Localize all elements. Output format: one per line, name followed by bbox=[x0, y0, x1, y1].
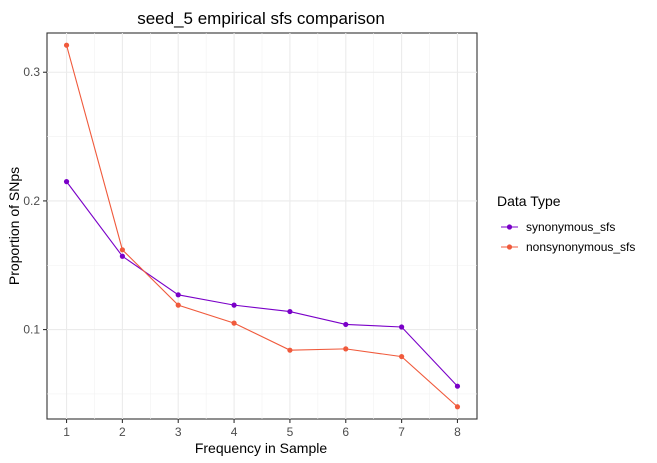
grid bbox=[47, 33, 477, 419]
data-point-synonymous-sfs bbox=[231, 302, 237, 308]
data-point-synonymous-sfs bbox=[343, 321, 349, 328]
x-axis: 1 2 3 4 5 6 7 8 bbox=[63, 419, 461, 439]
x-tick-label: 5 bbox=[287, 425, 294, 439]
x-tick-label: 2 bbox=[119, 425, 126, 439]
legend: Data Type synonymous_sfs nonsynonymous_sf… bbox=[497, 193, 635, 254]
series-line-synonymous-sfs bbox=[66, 181, 458, 387]
data-point-synonymous-sfs bbox=[287, 308, 293, 315]
y-tick-label: 0.3 bbox=[23, 65, 40, 79]
data-point-synonymous-sfs bbox=[399, 324, 405, 330]
y-axis: 0.1 0.2 0.3 bbox=[23, 65, 47, 337]
series-layer bbox=[63, 42, 461, 410]
y-tick-label: 0.2 bbox=[23, 194, 40, 208]
data-point-synonymous-sfs bbox=[63, 179, 70, 185]
y-axis-title: Proportion of SNps bbox=[6, 167, 22, 285]
x-tick-label: 7 bbox=[398, 425, 405, 439]
data-point-nonsynonymous-sfs bbox=[175, 302, 181, 308]
data-point-nonsynonymous-sfs bbox=[343, 346, 349, 352]
x-tick-label: 3 bbox=[175, 425, 182, 439]
series-line-nonsynonymous-sfs bbox=[66, 45, 458, 408]
x-tick-label: 4 bbox=[231, 425, 238, 439]
data-point-nonsynonymous-sfs bbox=[399, 353, 405, 360]
chart-title: seed_5 empirical sfs comparison bbox=[137, 9, 385, 28]
x-axis-title: Frequency in Sample bbox=[195, 440, 328, 456]
legend-title: Data Type bbox=[497, 193, 561, 209]
legend-label-synonymous-sfs: synonymous_sfs bbox=[526, 220, 615, 234]
data-point-nonsynonymous-sfs bbox=[63, 42, 70, 48]
x-tick-label: 1 bbox=[63, 425, 70, 439]
data-point-synonymous-sfs bbox=[175, 292, 181, 298]
data-point-nonsynonymous-sfs bbox=[119, 247, 125, 253]
data-point-nonsynonymous-sfs bbox=[287, 347, 293, 353]
y-tick-label: 0.1 bbox=[23, 323, 40, 337]
data-point-nonsynonymous-sfs bbox=[231, 320, 237, 326]
legend-key-point-nonsynonymous-sfs bbox=[506, 244, 513, 250]
x-tick-label: 6 bbox=[342, 425, 349, 439]
x-tick-label: 8 bbox=[454, 425, 461, 439]
data-point-nonsynonymous-sfs bbox=[454, 404, 461, 410]
legend-key-point-synonymous-sfs bbox=[506, 224, 513, 230]
data-point-synonymous-sfs bbox=[119, 253, 125, 259]
legend-label-nonsynonymous-sfs: nonsynonymous_sfs bbox=[526, 240, 635, 254]
data-point-synonymous-sfs bbox=[454, 383, 461, 389]
